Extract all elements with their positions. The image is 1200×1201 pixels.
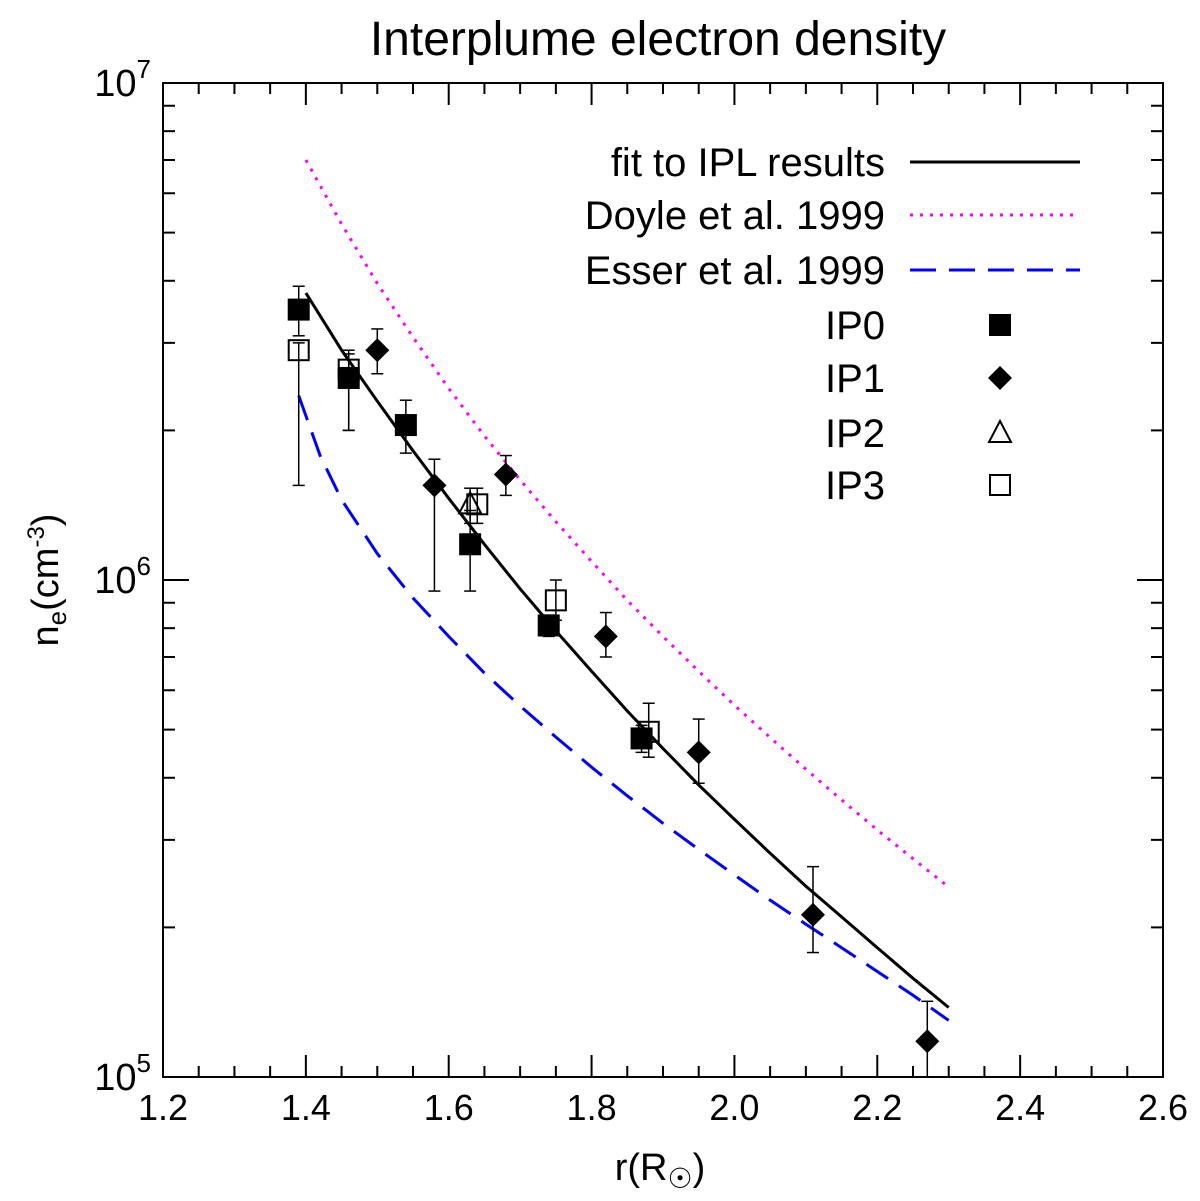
- y-axis-label-sup: -3: [23, 526, 50, 547]
- y-axis-label-base: n: [25, 625, 67, 646]
- marker-filled-diamond: [365, 338, 390, 363]
- y-tick-label-exponent: 7: [137, 54, 151, 84]
- legend-label: Doyle et al. 1999: [585, 194, 885, 238]
- marker-filled-square: [394, 414, 417, 437]
- legend-label: IP3: [825, 464, 885, 508]
- marker-open-square: [337, 358, 360, 381]
- x-tick-label: 1.8: [567, 1087, 617, 1128]
- x-axis-label-base: r(R: [615, 1147, 668, 1189]
- marker-filled-diamond: [801, 902, 825, 927]
- marker-filled-square: [287, 298, 310, 321]
- y-tick-label-exponent: 6: [137, 551, 151, 581]
- chart-title: Interplume electron density: [370, 13, 946, 66]
- y-axis-label-sub: e: [42, 611, 72, 625]
- y-tick-label-base: 10: [94, 1057, 136, 1099]
- x-axis-label: r(R☉): [615, 1147, 706, 1194]
- marker-filled-diamond: [593, 624, 618, 649]
- series-line: [304, 292, 950, 1009]
- y-axis-label-open: (cm: [25, 548, 67, 611]
- legend-label: IP0: [825, 304, 885, 348]
- y-tick-label: 107: [94, 54, 151, 105]
- y-tick-label-base: 10: [94, 63, 136, 105]
- marker-open-triangle: [987, 418, 1013, 443]
- x-tick-label: 1.2: [138, 1087, 188, 1128]
- marker-open-square: [989, 474, 1011, 496]
- marker-open-square: [637, 720, 660, 743]
- marker-filled-diamond: [686, 740, 711, 765]
- marker-filled-diamond: [988, 366, 1012, 390]
- y-tick-label-base: 10: [94, 560, 136, 602]
- legend-label: Esser et al. 1999: [585, 249, 885, 293]
- x-axis-label-tail: ): [693, 1147, 706, 1189]
- marker-open-square: [466, 493, 489, 516]
- x-tick-label: 2.0: [709, 1087, 759, 1128]
- series-line: [297, 395, 950, 1022]
- legend-label: IP2: [825, 412, 885, 456]
- marker-filled-diamond: [493, 462, 518, 487]
- marker-open-square: [544, 589, 567, 612]
- y-axis-label: ne(cm-3): [23, 514, 72, 647]
- x-tick-label: 1.6: [424, 1087, 474, 1128]
- marker-filled-diamond: [422, 473, 447, 498]
- y-tick-label: 106: [94, 551, 151, 602]
- legend-label: IP1: [825, 357, 885, 401]
- marker-filled-square: [337, 366, 360, 389]
- x-tick-label: 2.4: [995, 1087, 1045, 1128]
- x-tick-label: 1.4: [281, 1087, 331, 1128]
- marker-filled-square: [459, 533, 482, 556]
- marker-filled-square: [537, 614, 560, 637]
- x-tick-label: 2.6: [1138, 1087, 1188, 1128]
- marker-filled-square: [630, 727, 653, 750]
- legend-label: fit to IPL results: [611, 141, 885, 185]
- marker-filled-square: [989, 314, 1011, 336]
- legend: fit to IPL results Doyle et al. 1999 Esser…: [585, 141, 1080, 508]
- y-tick-label: 105: [94, 1048, 151, 1099]
- x-axis-label-sun-symbol: ☉: [668, 1163, 693, 1194]
- x-tick-label: 2.2: [852, 1087, 902, 1128]
- marker-open-square: [287, 339, 310, 362]
- marker-filled-diamond: [915, 1029, 940, 1054]
- y-axis-label-close: ): [25, 514, 67, 527]
- y-tick-label-exponent: 5: [137, 1048, 151, 1078]
